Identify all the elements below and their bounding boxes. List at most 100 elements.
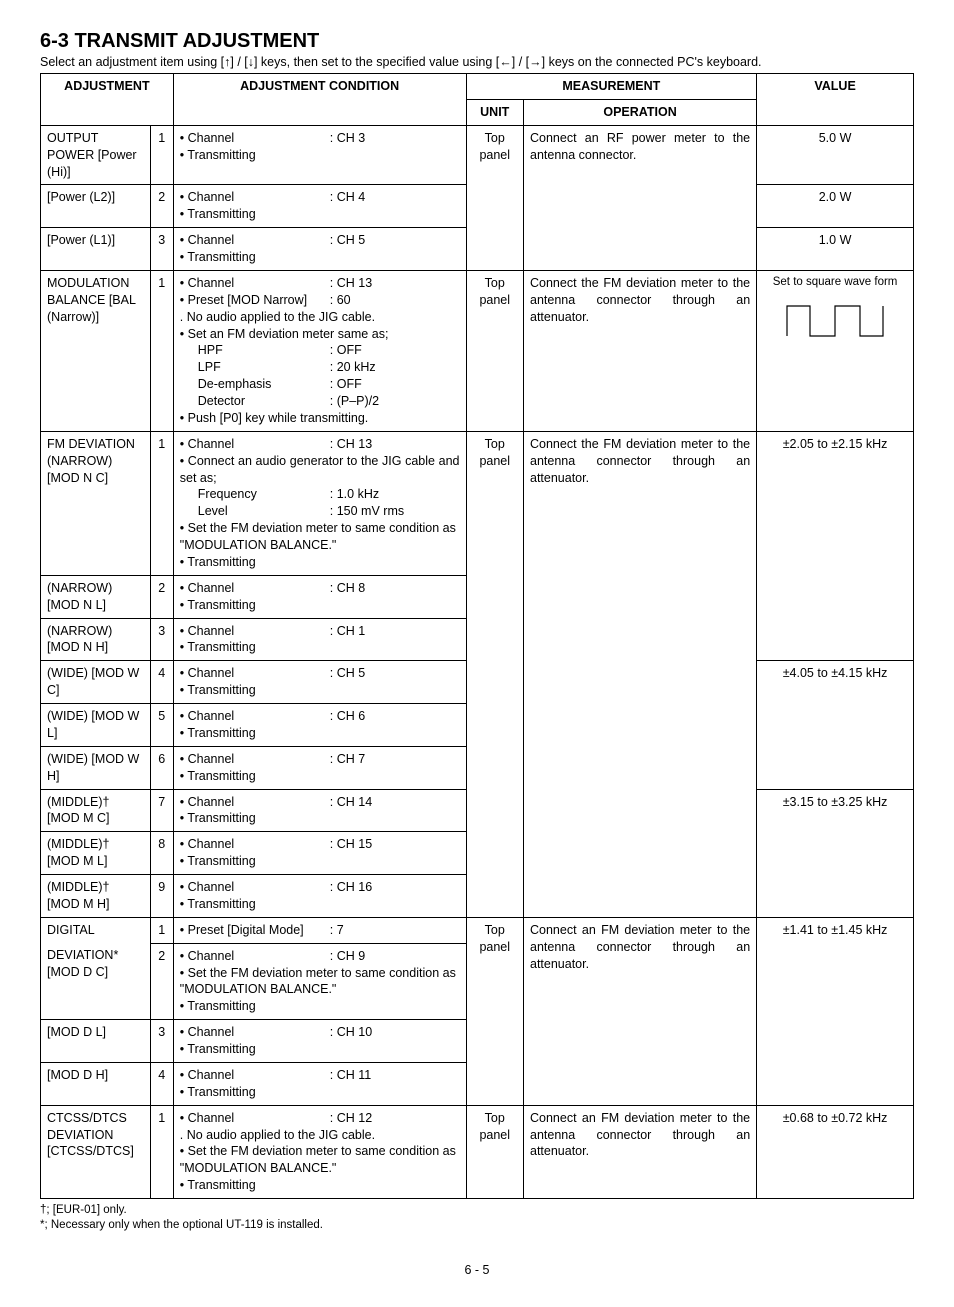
cond-val: : CH 3 [330,130,365,147]
adj-cell: [Power (L2)] [41,185,151,228]
cond-text: • Transmitting [180,682,460,699]
cond-cell: • Channel: CH 6 • Transmitting [173,704,466,747]
cond-cell: • Channel: CH 9 • Set the FM deviation m… [173,943,466,1020]
adj-cell: (MIDDLE)† [MOD M H] [41,875,151,918]
num-cell: 1 [150,1105,173,1198]
op-cell: Connect the FM deviation meter to the an… [524,270,757,431]
val-cell: 1.0 W [757,228,914,271]
val-cell: 2.0 W [757,185,914,228]
op-cell: Connect an RF power meter to the antenna… [524,125,757,270]
cond-val: : CH 5 [330,665,365,682]
cond-text: • Transmitting [180,639,460,656]
cond-val: : CH 7 [330,751,365,768]
adj-cell: MODULATION BALANCE [BAL (Narrow)] [41,270,151,431]
adjustment-table: ADJUSTMENT ADJUSTMENT CONDITION MEASUREM… [40,73,914,1199]
cond-val: : CH 9 [330,948,365,965]
footnote-1: †; [EUR-01] only. [40,1203,914,1218]
unit-cell: Top panel [466,917,524,1105]
cond-text: • Set the FM deviation meter to same con… [180,1143,460,1177]
cond-text: • Transmitting [180,1041,460,1058]
num-cell: 8 [150,832,173,875]
page-number: 6 - 5 [40,1263,914,1277]
cond-cell: • Channel: CH 11 • Transmitting [173,1062,466,1105]
cond-label: Frequency [198,486,330,503]
num-cell: 6 [150,746,173,789]
hdr-condition: ADJUSTMENT CONDITION [173,74,466,126]
val-cell: ±4.05 to ±4.15 kHz [757,661,914,789]
cond-val: : CH 6 [330,708,365,725]
cond-label: • Channel [180,580,330,597]
adj-cell: (WIDE) [MOD W L] [41,704,151,747]
cond-label: • Channel [180,708,330,725]
cond-label: Level [198,503,330,520]
cond-val: : OFF [330,342,362,359]
adj-cell: (MIDDLE)† [MOD M L] [41,832,151,875]
op-cell: Connect an FM deviation meter to the ant… [524,1105,757,1198]
num-cell: 4 [150,661,173,704]
num-cell: 2 [150,943,173,1020]
cond-text: • Transmitting [180,1084,460,1101]
cond-text: • Set the FM deviation meter to same con… [180,965,460,999]
cond-text: • Connect an audio generator to the JIG … [180,453,460,487]
cond-val: : 1.0 kHz [330,486,379,503]
num-cell: 1 [150,917,173,943]
square-wave-icon [785,296,885,346]
cond-val: : CH 8 [330,580,365,597]
num-cell: 2 [150,575,173,618]
unit-cell: Top panel [466,431,524,917]
cond-label: • Channel [180,275,330,292]
cond-label: • Preset [MOD Narrow] [180,292,330,309]
cond-label: • Channel [180,189,330,206]
cond-cell: • Channel: CH 7 • Transmitting [173,746,466,789]
cond-label: HPF [198,342,330,359]
num-cell: 4 [150,1062,173,1105]
cond-cell: • Channel: CH 8 • Transmitting [173,575,466,618]
cond-label: • Channel [180,948,330,965]
num-cell: 3 [150,228,173,271]
cond-cell: • Channel: CH 13 • Preset [MOD Narrow]: … [173,270,466,431]
cond-label: • Channel [180,836,330,853]
val-cell: ±0.68 to ±0.72 kHz [757,1105,914,1198]
cond-label: • Channel [180,623,330,640]
cond-cell: • Channel: CH 13 • Connect an audio gene… [173,431,466,575]
cond-label: • Channel [180,1067,330,1084]
val-cell: 5.0 W [757,125,914,185]
unit-cell: Top panel [466,125,524,270]
cond-cell: • Channel: CH 5 • Transmitting [173,661,466,704]
hdr-value: VALUE [757,74,914,126]
cond-val: : 20 kHz [330,359,376,376]
cond-cell: • Channel: CH 3 • Transmitting [173,125,466,185]
cond-val: : CH 16 [330,879,372,896]
val-cell: ±3.15 to ±3.25 kHz [757,789,914,917]
hdr-operation: OPERATION [524,99,757,125]
hdr-measurement: MEASUREMENT [466,74,757,100]
hdr-adjustment: ADJUSTMENT [41,74,174,126]
unit-cell: Top panel [466,1105,524,1198]
cond-label: De-emphasis [198,376,330,393]
cond-text: • Transmitting [180,554,460,571]
cond-text: • Transmitting [180,249,460,266]
adj-cell: DIGITAL [41,917,151,943]
hdr-unit: UNIT [466,99,524,125]
cond-val: : CH 13 [330,436,372,453]
cond-text: . No audio applied to the JIG cable. [180,309,460,326]
num-cell: 1 [150,431,173,575]
cond-cell: • Channel: CH 12 . No audio applied to t… [173,1105,466,1198]
num-cell: 3 [150,1020,173,1063]
val-cell: ±1.41 to ±1.45 kHz [757,917,914,1105]
cond-label: • Channel [180,794,330,811]
op-cell: Connect the FM deviation meter to the an… [524,431,757,917]
val-cell: Set to square wave form [757,270,914,431]
adj-cell: FM DEVIATION (NARROW) [MOD N C] [41,431,151,575]
cond-label: • Channel [180,1024,330,1041]
cond-text: • Transmitting [180,725,460,742]
section-title: 6-3 TRANSMIT ADJUSTMENT [40,30,914,53]
cond-text: • Transmitting [180,597,460,614]
num-cell: 1 [150,125,173,185]
cond-cell: • Channel: CH 16 • Transmitting [173,875,466,918]
cond-val: : CH 5 [330,232,365,249]
cond-text: . No audio applied to the JIG cable. [180,1127,460,1144]
cond-label: • Channel [180,751,330,768]
cond-label: • Channel [180,879,330,896]
adj-cell: CTCSS/DTCS DEVIATION [CTCSS/DTCS] [41,1105,151,1198]
